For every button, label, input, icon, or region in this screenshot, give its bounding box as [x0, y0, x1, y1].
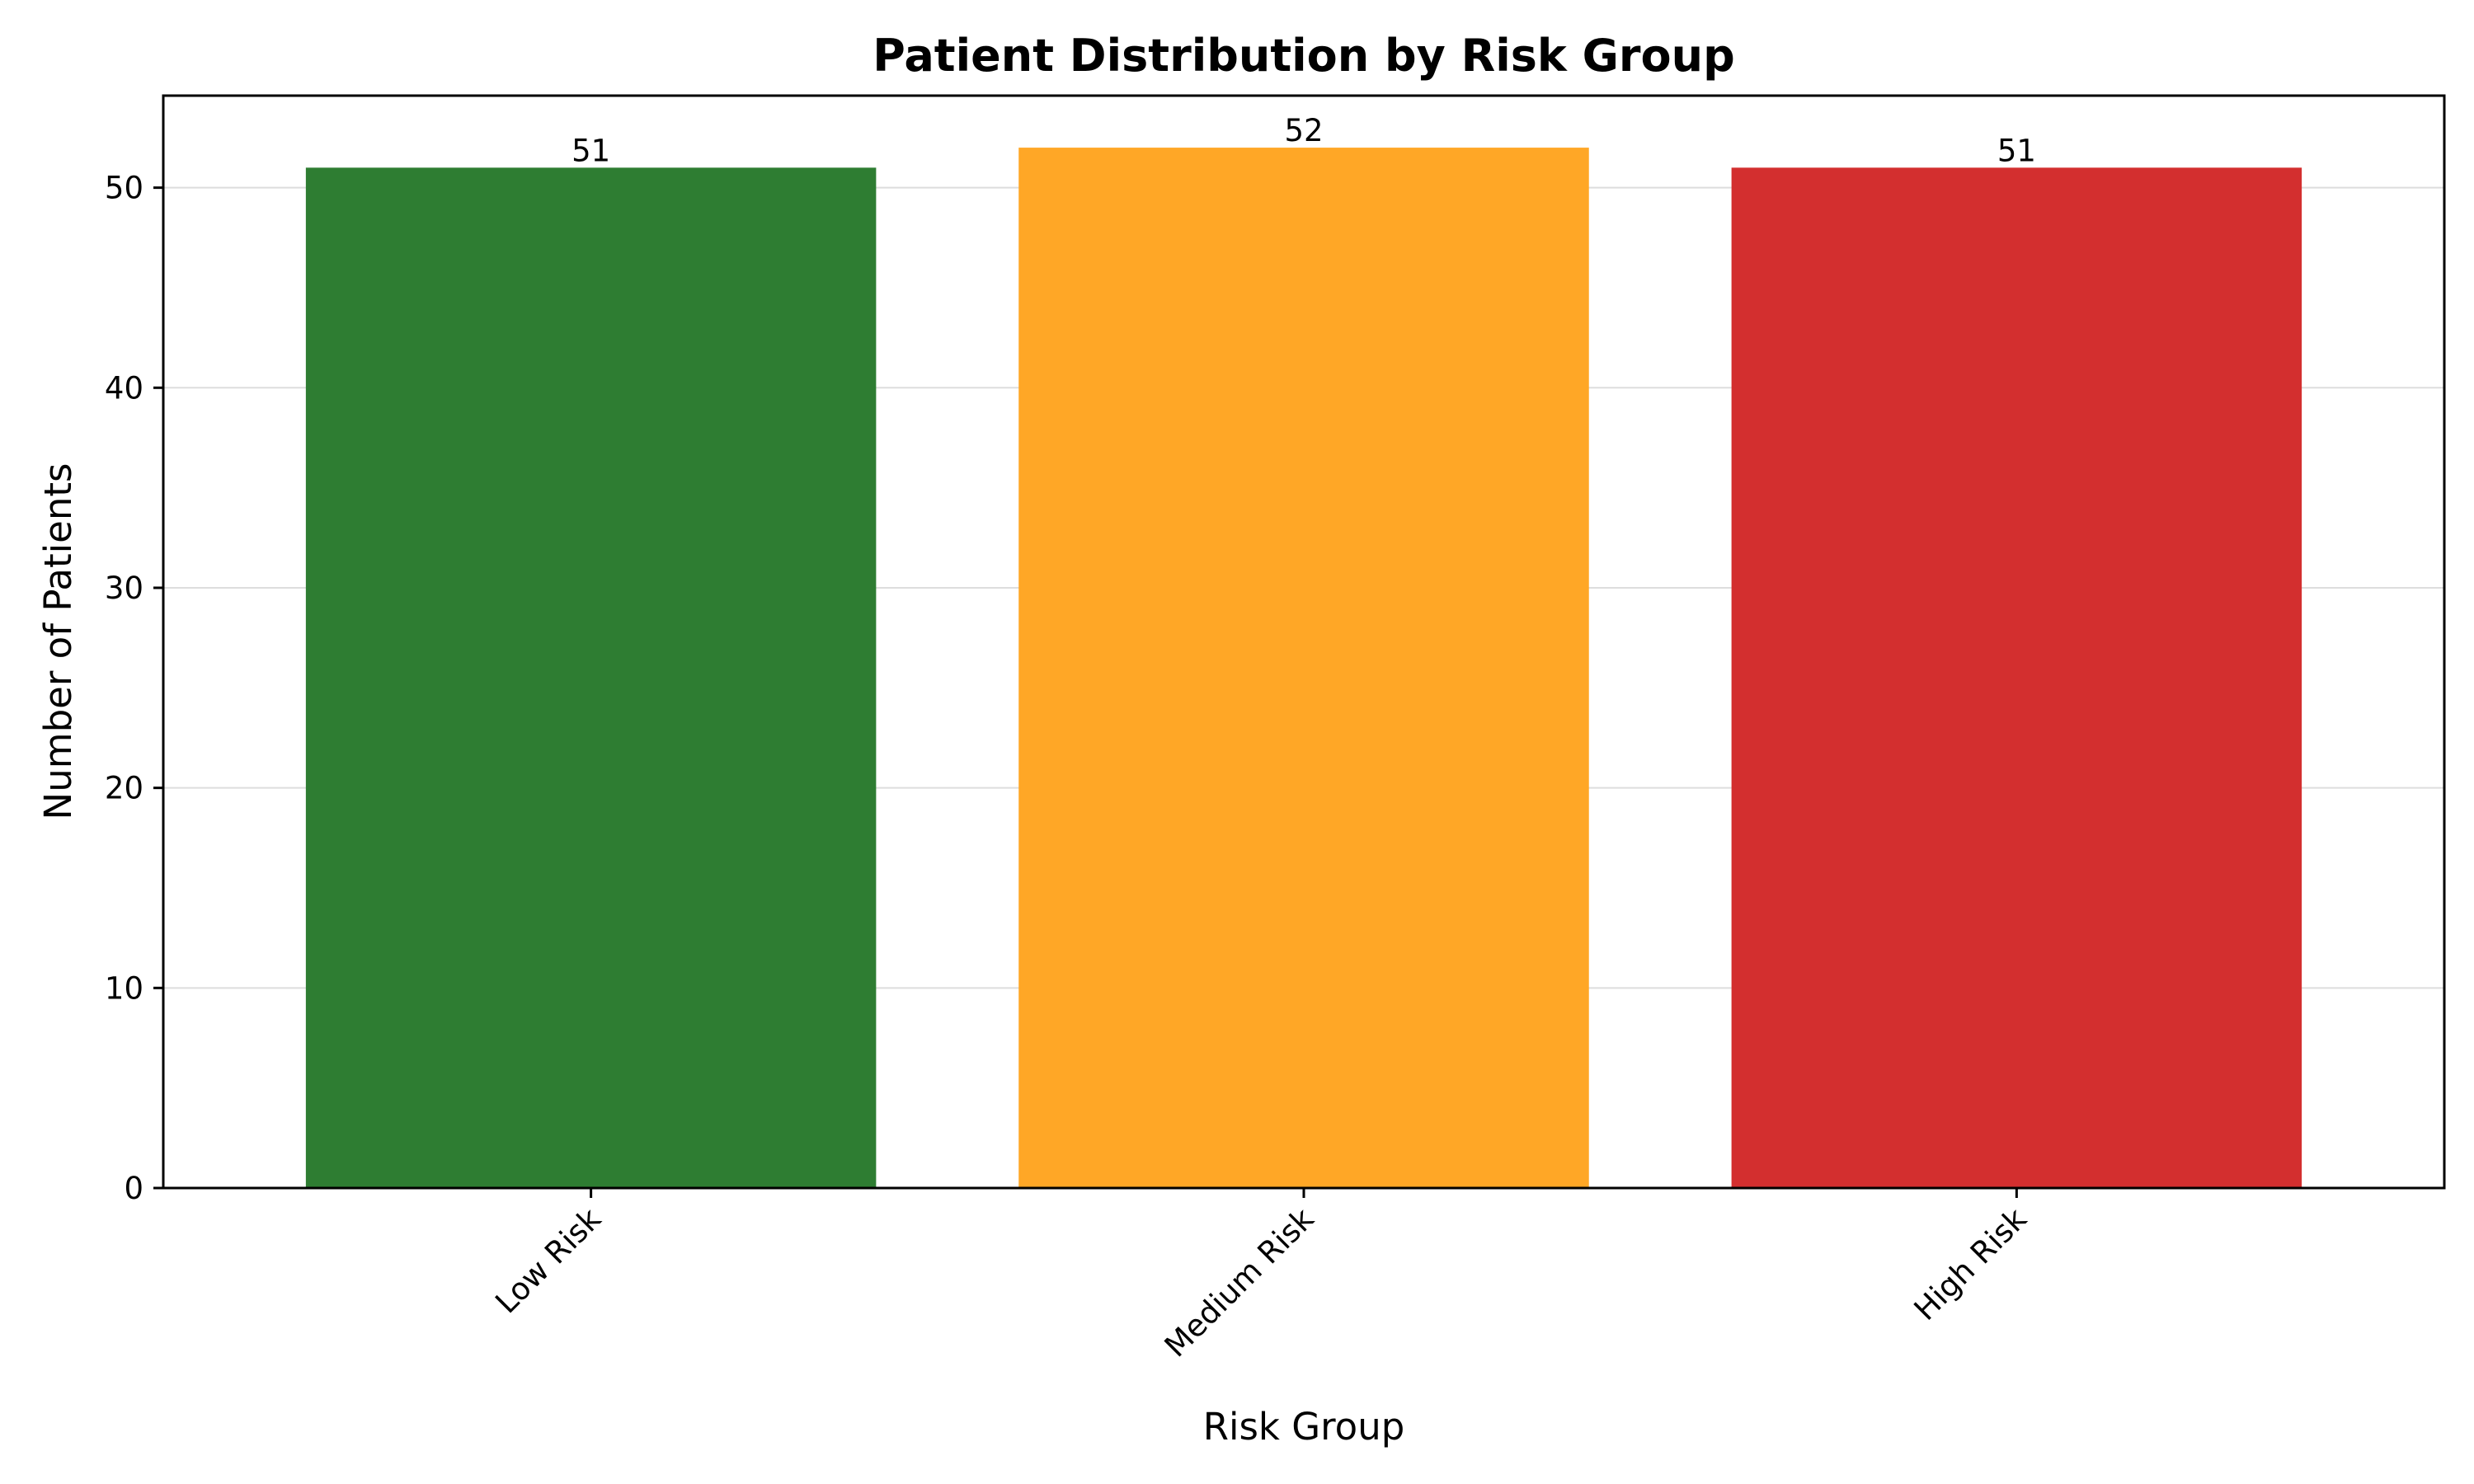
y-tick-label: 0 [124, 1171, 143, 1206]
bar [305, 167, 877, 1188]
y-tick-label: 40 [105, 370, 143, 406]
y-axis-label: Number of Patients [36, 463, 80, 820]
bar-value-label: 51 [571, 133, 610, 168]
chart-title: Patient Distribution by Risk Group [872, 30, 1735, 82]
y-tick-label: 10 [105, 970, 143, 1006]
y-tick-label: 50 [105, 171, 143, 206]
y-tick-label: 30 [105, 571, 143, 606]
bar [1018, 148, 1589, 1189]
data-labels: 51 52 51 [571, 113, 2036, 168]
y-tick-label: 20 [105, 771, 143, 806]
y-axis-ticks: 0 10 20 30 40 50 [105, 171, 163, 1206]
x-axis-label: Risk Group [1203, 1405, 1405, 1449]
bar [1731, 167, 2302, 1188]
bars [305, 148, 2302, 1189]
bar-value-label: 52 [1284, 113, 1323, 148]
bar-value-label: 51 [1997, 133, 2036, 168]
